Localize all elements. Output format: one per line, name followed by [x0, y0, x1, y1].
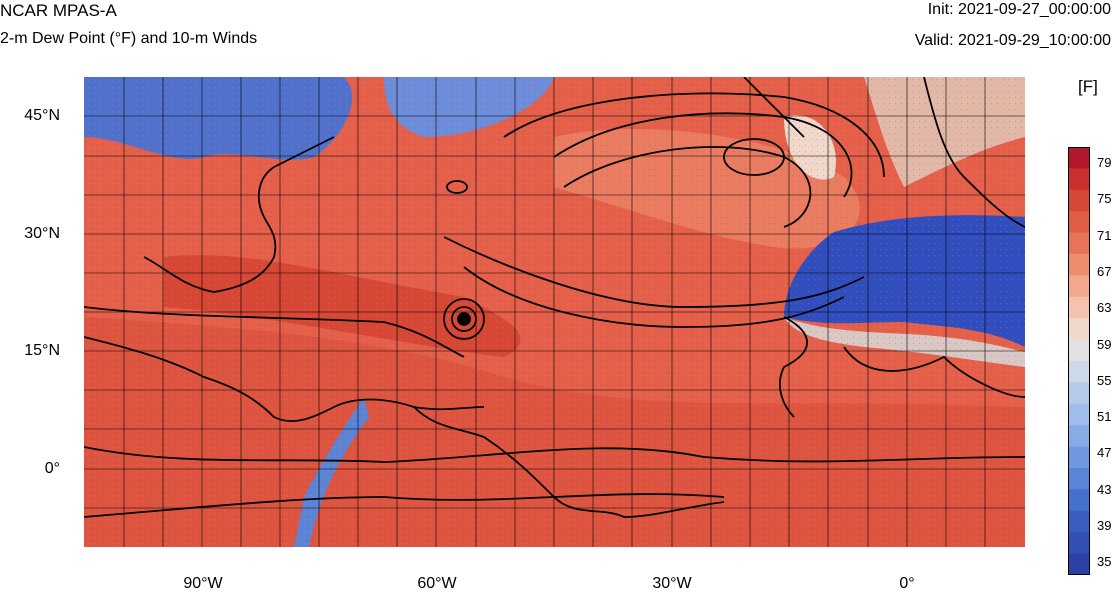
lat-label-30n: 30°N [24, 225, 60, 242]
lat-label-15n: 15°N [24, 342, 60, 359]
colorbar-tick-label: 39 [1097, 518, 1112, 533]
colorbar-tick-label: 47 [1097, 445, 1112, 461]
colorbar-swatch [1068, 232, 1090, 255]
colorbar-tick-label: 43 [1097, 481, 1112, 497]
colorbar-swatch [1068, 168, 1090, 191]
valid-time: Valid: 2021-09-29_10:00:00 [914, 32, 1111, 49]
colorbar-swatch [1068, 489, 1090, 512]
colorbar-swatch [1068, 147, 1090, 169]
map-panel [84, 77, 1025, 547]
isobars [84, 92, 1025, 518]
field-title: 2-m Dew Point (°F) and 10-m Winds [0, 30, 258, 47]
lon-label-30w: 30°W [652, 575, 692, 592]
colorbar [1068, 147, 1090, 575]
map-canvas [84, 77, 1025, 547]
colorbar-swatch [1068, 510, 1090, 533]
lon-label-60w: 60°W [417, 575, 457, 592]
colorbar-swatch [1068, 275, 1090, 298]
model-title: NCAR MPAS-A [0, 1, 117, 20]
colorbar-swatch [1068, 532, 1090, 555]
colorbar-border [1068, 147, 1090, 575]
init-time: Init: 2021-09-27_00:00:00 [927, 1, 1111, 18]
colorbar-swatch [1068, 318, 1090, 341]
colorbar-tick-label: 51 [1097, 409, 1112, 425]
colorbar-swatch [1068, 382, 1090, 405]
colorbar-swatch [1068, 468, 1090, 490]
lat-label-0: 0° [44, 460, 60, 477]
colorbar-tick-label: 35 [1097, 554, 1112, 570]
lon-label-90w: 90°W [183, 575, 223, 592]
colorbar-tick-label: 63 [1097, 300, 1112, 316]
colorbar-swatch [1068, 339, 1090, 362]
colorbar-swatch [1068, 553, 1090, 575]
graticule [84, 77, 1025, 547]
colorbar-swatch [1068, 425, 1090, 448]
hurricane-sam [443, 298, 485, 340]
lat-label-45n: 45°N [24, 107, 60, 124]
colorbar-swatch [1068, 296, 1090, 319]
colorbar-swatch [1068, 446, 1090, 469]
colorbar-tick-label: 67 [1097, 263, 1112, 279]
colorbar-tick-label: 71 [1097, 227, 1112, 243]
colorbar-units: [F] [1078, 77, 1098, 96]
colorbar-swatch [1068, 189, 1090, 212]
lon-label-0: 0° [899, 575, 915, 592]
colorbar-tick-label: 59 [1097, 336, 1112, 352]
colorbar-tick-label: 79 [1097, 155, 1112, 170]
colorbar-tick-label: 75 [1097, 191, 1112, 207]
colorbar-swatch [1068, 254, 1090, 276]
colorbar-swatch [1068, 211, 1090, 234]
colorbar-tick-label: 55 [1097, 372, 1112, 388]
colorbar-swatch [1068, 403, 1090, 426]
colorbar-swatch [1068, 361, 1090, 383]
